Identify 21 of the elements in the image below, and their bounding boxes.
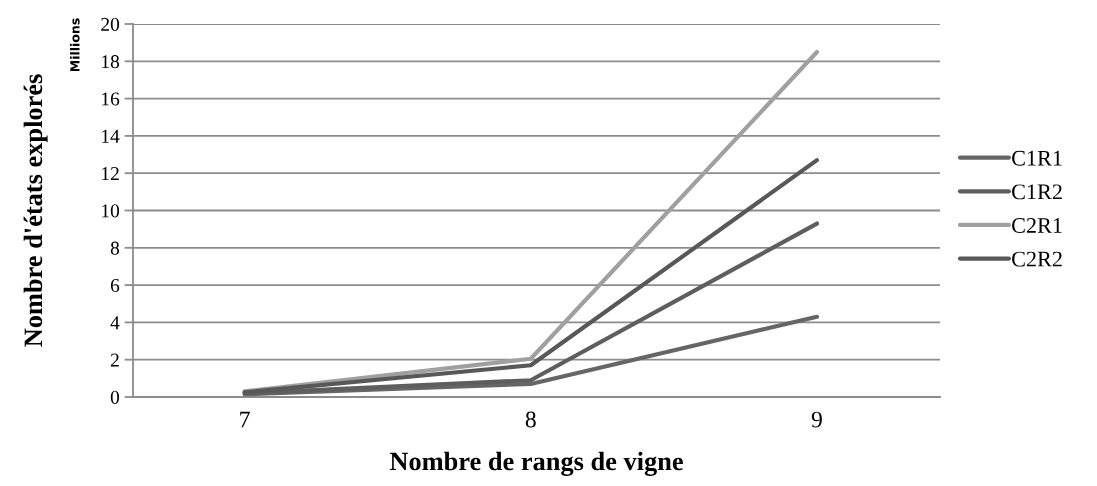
y-tick-label: 10 xyxy=(102,204,120,218)
y-tick-label: 8 xyxy=(110,241,120,255)
text: Millions xyxy=(69,18,80,72)
y-tick-label: 6 xyxy=(110,278,120,293)
x-tick-label: 9 xyxy=(811,411,822,428)
legend-label: C1R2 xyxy=(1012,184,1062,200)
y-tick-label: 2 xyxy=(110,353,119,367)
y-tick-label: 4 xyxy=(110,316,120,330)
x-tick-label: 8 xyxy=(525,411,536,428)
legend-label: C1R1 xyxy=(1012,150,1062,166)
legend-label: C2R2 xyxy=(1012,251,1062,267)
y-tick-label: 12 xyxy=(102,167,119,180)
x-tick-label: 7 xyxy=(240,411,250,428)
x-axis-title: Nombre de rangs de vigne xyxy=(389,451,683,476)
y-tick-label: 16 xyxy=(102,92,120,106)
y-tick-label: 0 xyxy=(110,390,120,404)
y-tick-label: 18 xyxy=(102,55,120,69)
y-tick-label: 14 xyxy=(102,129,120,143)
legend-label: C2R1 xyxy=(1012,218,1062,233)
y-tick-label: 20 xyxy=(101,17,120,31)
y-axis-title: Nombre d'états explorés xyxy=(23,74,48,347)
